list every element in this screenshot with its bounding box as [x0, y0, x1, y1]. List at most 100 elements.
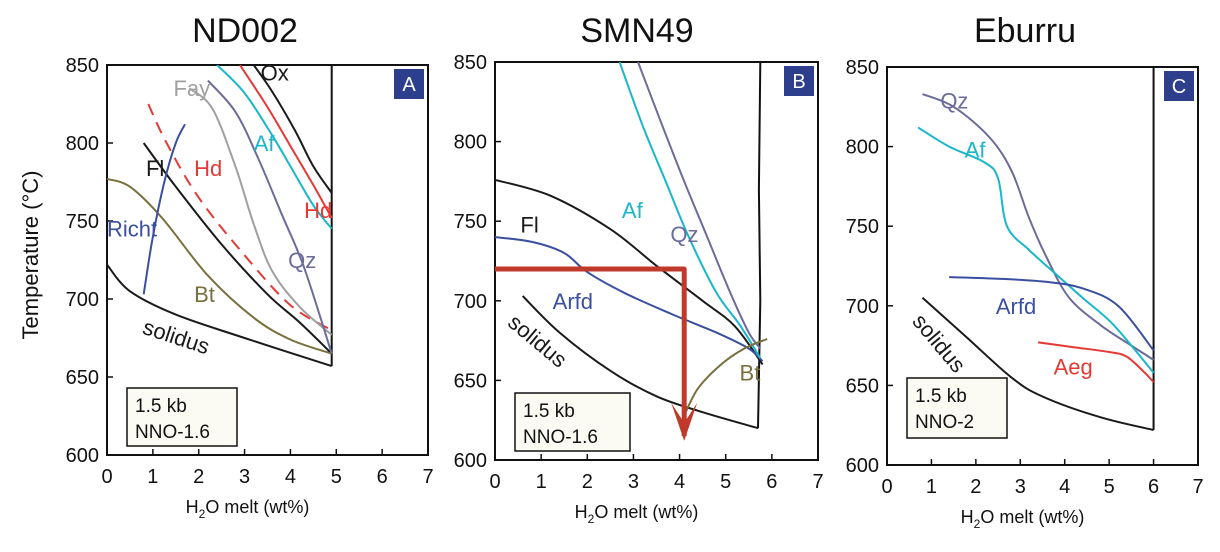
x-tick-label: 1	[147, 466, 158, 488]
x-axis-label: H2O melt (wt%)	[186, 497, 310, 521]
x-tick-label: 7	[422, 466, 433, 488]
path-arrowhead	[671, 402, 698, 441]
curve-label: Bt	[740, 360, 761, 385]
x-tick-label: 4	[285, 466, 296, 488]
x-axis-label-part: O melt (wt%)	[594, 502, 698, 522]
y-tick-label: 650	[66, 367, 99, 389]
curve-label: Hd	[194, 156, 222, 181]
curve-label: Qz	[940, 88, 968, 113]
x-axis-label-part: H	[575, 502, 588, 522]
condition-text: 1.5 kb	[523, 401, 575, 422]
x-axis-label-part: H	[186, 497, 199, 517]
x-tick-label: 2	[970, 476, 981, 498]
y-tick-label: 850	[846, 57, 879, 79]
series-line-bt	[107, 177, 333, 355]
x-axis-label-part: H	[961, 507, 974, 527]
panel-letter-badge	[394, 69, 424, 99]
x-tick-label: 7	[1192, 476, 1203, 498]
condition-text: 1.5 kb	[135, 396, 187, 417]
curve-label: Aeg	[1054, 354, 1093, 379]
panel-title: SMN49	[580, 12, 693, 50]
x-tick-label: 2	[582, 471, 593, 493]
condition-box	[126, 387, 238, 447]
series-line-path	[495, 266, 687, 437]
y-tick-label: 600	[454, 450, 487, 472]
x-tick-label: 0	[489, 471, 500, 493]
y-tick-label: 700	[454, 291, 487, 313]
curve-label: Qz	[670, 222, 698, 247]
plot-frame	[886, 66, 1199, 466]
y-tick-label: 600	[846, 455, 879, 477]
series-line-fay	[188, 87, 333, 336]
y-tick-label: 800	[454, 132, 487, 154]
x-tick-label: 3	[239, 466, 250, 488]
series-line-af	[917, 126, 1155, 374]
series-line-hd	[239, 65, 333, 219]
x-tick-label: 3	[1015, 476, 1026, 498]
plot-frame	[494, 61, 819, 461]
x-tick-label: 6	[1148, 476, 1159, 498]
x-tick-label: 6	[377, 466, 388, 488]
series-line-richt	[142, 123, 186, 295]
y-tick-label: 850	[66, 55, 99, 77]
series-line-af	[216, 65, 333, 230]
curves-group	[917, 67, 1155, 431]
curve-label: Fl	[520, 212, 538, 237]
series-line-solidus	[107, 264, 333, 368]
condition-text: NNO-1.6	[523, 427, 598, 448]
x-axis-label-part: O melt (wt%)	[980, 507, 1084, 527]
condition-text: NNO-2	[915, 412, 974, 433]
x-axis-label: H2O melt (wt%)	[961, 507, 1085, 531]
panel-letter: A	[402, 74, 416, 96]
curve-label: Af	[965, 138, 987, 163]
x-axis-label-subscript: 2	[974, 517, 981, 531]
y-tick-label: 800	[66, 133, 99, 155]
curve-label: Bt	[194, 282, 215, 307]
series-line-qz	[922, 93, 1155, 361]
curve-label: Af	[622, 198, 644, 223]
panel-c: Eburru 0 1 2 3 4 5 6 7 600 650 700 750 800 850 C Qz Af Arf…	[846, 12, 1204, 531]
x-tick-label: 5	[720, 471, 731, 493]
x-tick-label: 4	[1059, 476, 1070, 498]
panel-letter: C	[1172, 76, 1186, 98]
curve-label: Arfd	[553, 289, 593, 314]
y-tick-label: 750	[66, 211, 99, 233]
series-line-aeg	[1037, 341, 1155, 383]
x-tick-label: 1	[536, 471, 547, 493]
series-line-qz	[207, 79, 333, 354]
x-tick-label: 1	[926, 476, 937, 498]
y-tick-label: 700	[66, 289, 99, 311]
series-line-af	[618, 62, 762, 359]
series-line-ox	[252, 65, 333, 194]
vertical-boundary-line	[757, 62, 762, 429]
y-tick-label: 650	[846, 375, 879, 397]
x-tick-label: 0	[881, 476, 892, 498]
y-tick-label: 700	[846, 296, 879, 318]
curve-label: Fl	[146, 156, 164, 181]
x-tick-label: 4	[674, 471, 685, 493]
y-axis-label: Temperature (°C)	[18, 171, 43, 340]
y-tick-label: 650	[454, 370, 487, 392]
x-tick-label: 5	[331, 466, 342, 488]
panel-title: ND002	[192, 12, 298, 50]
curve-label: Arfd	[996, 294, 1036, 319]
series-line-qz	[637, 62, 762, 350]
panel-letter: B	[792, 71, 805, 93]
y-tick-label: 750	[454, 211, 487, 233]
curve-label: Fay	[173, 76, 210, 101]
curve-label: Richt	[107, 217, 157, 242]
plot-frame	[106, 64, 429, 456]
condition-text: NNO-1.6	[135, 422, 210, 443]
panel-letter-badge	[1164, 71, 1194, 101]
curve-label: Ox	[261, 61, 289, 86]
y-tick-label: 850	[454, 52, 487, 74]
panel-title: Eburru	[974, 12, 1076, 50]
series-line-fl	[142, 142, 333, 355]
series-line-hd	[147, 103, 333, 332]
curve-label: Af	[254, 131, 276, 156]
x-tick-label: 3	[628, 471, 639, 493]
series-line-bt	[683, 338, 768, 416]
x-tick-label: 2	[193, 466, 204, 488]
series-line-fl	[495, 178, 764, 366]
